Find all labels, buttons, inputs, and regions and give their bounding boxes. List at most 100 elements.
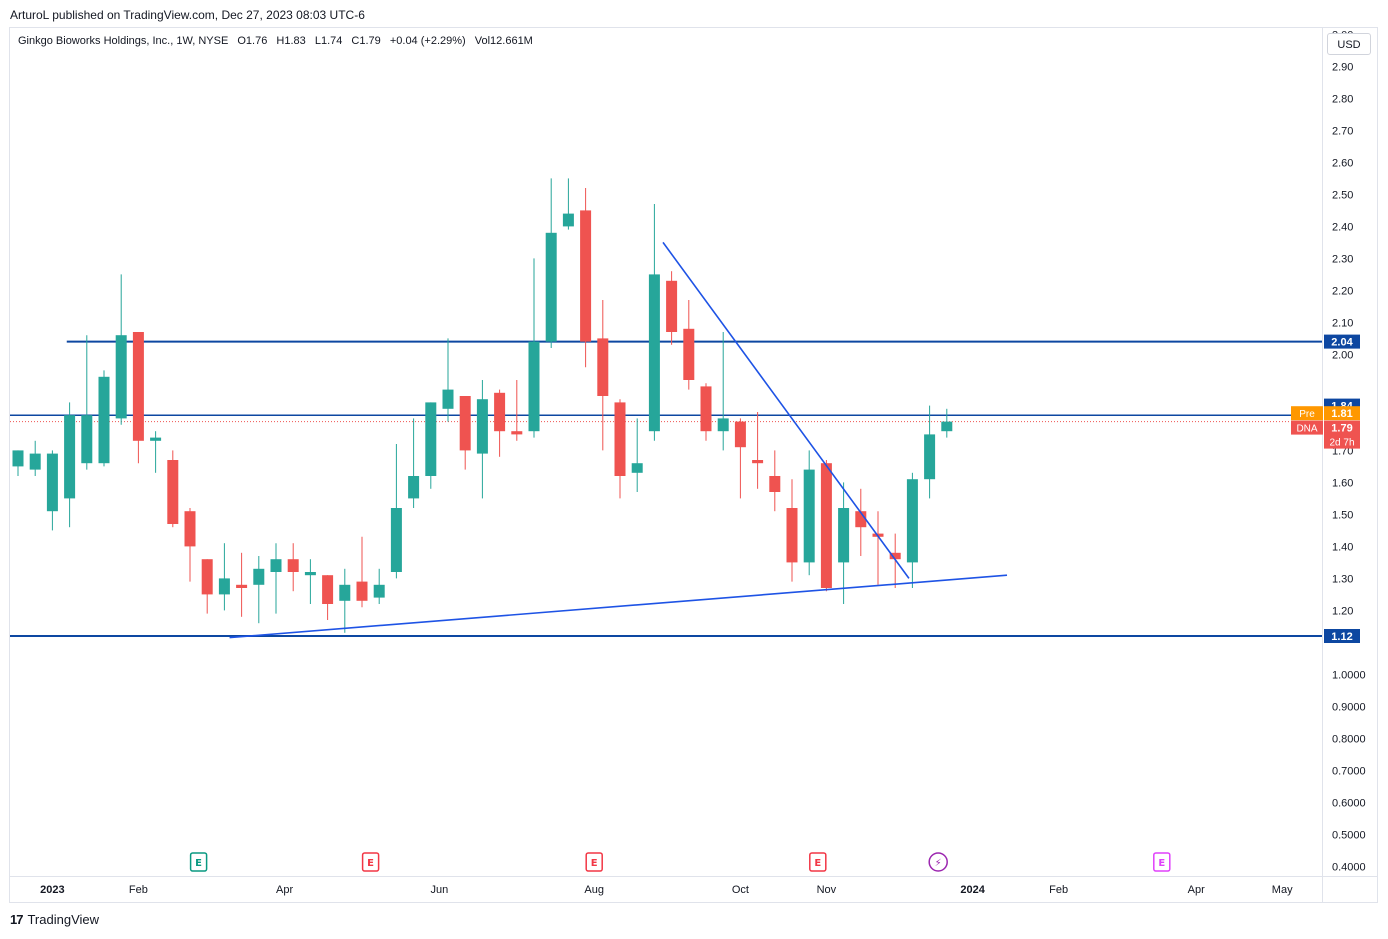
candle-body [150, 437, 162, 441]
legend-high: H1.83 [276, 35, 306, 47]
symbol-legend: Ginkgo Bioworks Holdings, Inc., 1W, NYSE… [18, 35, 539, 47]
candle-body [924, 434, 936, 480]
candle-body [64, 415, 76, 499]
candle-body [597, 338, 609, 396]
candle [442, 338, 454, 422]
candle [64, 402, 76, 528]
candle-body [81, 415, 93, 464]
x-tick-label: Feb [1049, 884, 1068, 896]
candle [81, 335, 93, 470]
candle [666, 271, 678, 345]
candle [304, 559, 316, 604]
x-tick-label: Apr [1188, 884, 1205, 896]
candle [648, 204, 660, 441]
y-tick-label: 2.10 [1332, 317, 1353, 329]
candle [838, 482, 850, 604]
candle-body [390, 508, 402, 572]
candle-body [29, 453, 41, 470]
candle [631, 418, 643, 492]
tag-value: 1.79 [1331, 423, 1352, 435]
tag-name: Pre [1299, 409, 1315, 420]
y-tick-label: 0.4000 [1332, 861, 1366, 873]
event-letter: E [1158, 858, 1165, 869]
candle-body [889, 552, 901, 560]
event-badge [1153, 852, 1171, 872]
candle-body [717, 418, 729, 432]
y-tick-label: 1.40 [1332, 541, 1353, 553]
candle-body [201, 559, 213, 595]
candle [322, 575, 334, 620]
tag-name: DNA [1296, 424, 1317, 435]
candle [390, 444, 402, 579]
candle [597, 300, 609, 451]
candle [872, 511, 884, 585]
candle-body [253, 568, 265, 585]
candle-body [838, 508, 850, 563]
tag-value: 1.81 [1331, 408, 1352, 420]
candle-body [322, 575, 334, 604]
event-markers: E E E E ⚡ E [189, 852, 1171, 872]
candle-body [167, 460, 179, 524]
currency-button[interactable]: USD [1327, 33, 1371, 55]
candle [528, 258, 540, 438]
candle [820, 460, 832, 592]
candle [700, 383, 712, 441]
event-letter: E [367, 858, 374, 869]
y-tick-label: 2.80 [1332, 93, 1353, 105]
legend-name: Ginkgo Bioworks Holdings, Inc., 1W, NYSE [18, 35, 229, 47]
event-badge [928, 852, 948, 872]
legend-volume: Vol12.661M [474, 35, 533, 47]
level-tag-bg [1324, 334, 1360, 349]
candle [115, 274, 127, 425]
candle-body [820, 463, 832, 588]
legend-close: C1.79 [351, 35, 381, 47]
candle-body [356, 581, 368, 601]
candle-body [528, 341, 540, 432]
candle-body [752, 460, 764, 464]
candle [941, 408, 953, 438]
earnings-event-icon: E [585, 852, 603, 872]
candle-body [218, 578, 230, 595]
candle-body [545, 232, 557, 342]
candle [752, 412, 764, 489]
y-tick-label: 0.7000 [1332, 765, 1366, 777]
candle-body [115, 335, 127, 419]
tag-name-bg [1291, 420, 1323, 435]
level-tag-bg [1324, 629, 1360, 643]
candle [786, 479, 798, 582]
event-badge [809, 852, 827, 872]
candle-body [46, 453, 58, 512]
y-tick-label: 2.00 [1332, 349, 1353, 361]
x-tick-label: Oct [732, 884, 749, 896]
candles [12, 178, 953, 633]
y-tick-label: 0.8000 [1332, 733, 1366, 745]
candle-body [803, 469, 815, 563]
candle-body [511, 431, 523, 435]
candle [132, 332, 144, 464]
trendline [662, 241, 910, 579]
candle [12, 450, 24, 476]
x-tick-label: Feb [129, 884, 148, 896]
x-tick-label: Apr [276, 884, 293, 896]
candle [734, 418, 746, 499]
x-tick-label: 2023 [40, 884, 64, 896]
candle [184, 508, 196, 582]
footer-brand: 17 TradingView [10, 912, 99, 927]
trendline [229, 574, 1008, 639]
earnings-event-icon: ⚡ [928, 852, 948, 872]
event-badge [361, 852, 380, 872]
candle-body [304, 572, 316, 576]
event-badge [585, 852, 603, 872]
candle [769, 450, 781, 512]
candle-body [270, 559, 282, 572]
y-tick-label: 2.70 [1332, 125, 1353, 137]
candle [408, 418, 420, 508]
candle [253, 556, 265, 624]
horizontal-levels [10, 340, 1322, 637]
y-tick-label: 1.0000 [1332, 669, 1366, 681]
axes: 3.002.902.802.702.602.502.402.302.202.10… [10, 28, 1378, 902]
candle [683, 300, 695, 390]
candle-body [12, 450, 24, 467]
